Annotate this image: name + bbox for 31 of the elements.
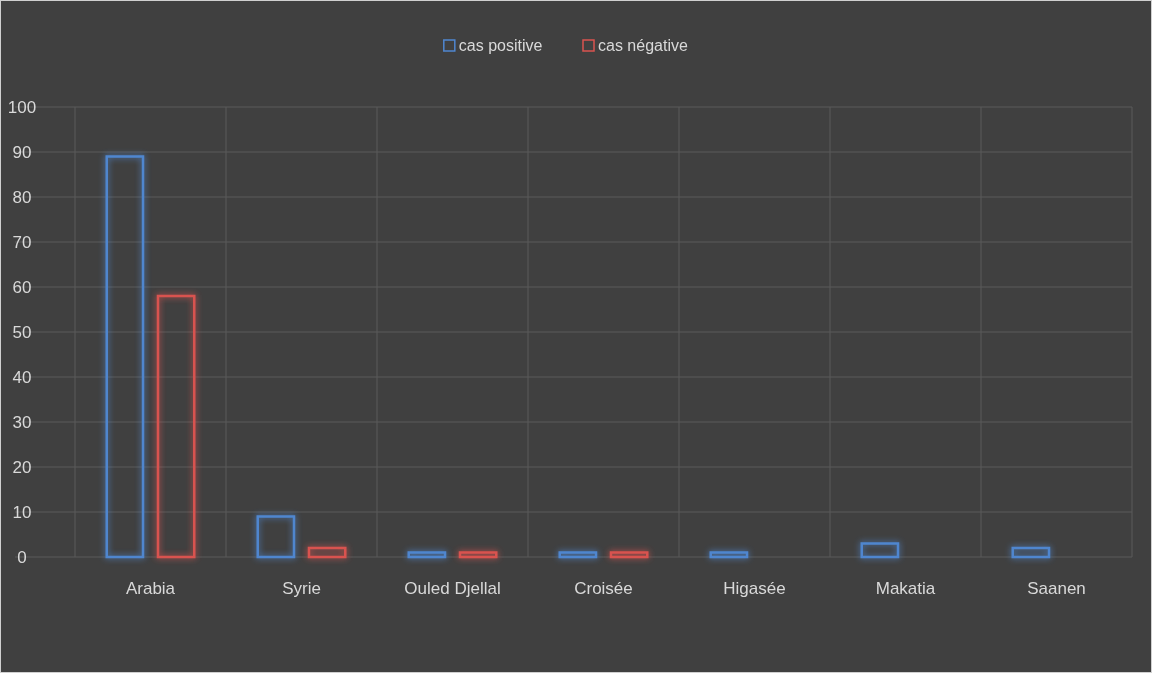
y-tick-label: 60 <box>12 278 32 297</box>
legend-label: cas positive <box>458 37 543 54</box>
y-tick-label: 30 <box>12 413 32 432</box>
legend-label: cas négative <box>598 37 688 54</box>
y-tick-label: 90 <box>12 143 32 162</box>
y-tick-label: 0 <box>17 548 27 567</box>
bar <box>105 155 145 559</box>
bar <box>458 551 498 559</box>
bar <box>307 546 347 559</box>
x-tick-label: Ouled Djellal <box>404 579 501 598</box>
y-tick-label: 100 <box>7 98 37 117</box>
y-tick-label: 10 <box>12 503 32 522</box>
bar <box>609 551 649 559</box>
y-tick-label: 50 <box>12 323 32 342</box>
x-tick-label: Croisée <box>574 579 633 598</box>
x-tick-label: Saanen <box>1027 579 1086 598</box>
x-tick-label: Syrie <box>282 579 321 598</box>
y-tick-label: 80 <box>12 188 32 207</box>
bar <box>156 294 196 559</box>
y-tick-label: 40 <box>12 368 32 387</box>
bar <box>709 551 749 559</box>
x-tick-label: Higasée <box>723 579 786 598</box>
y-tick-label: 70 <box>12 233 32 252</box>
bar <box>407 551 447 559</box>
x-tick-label: Makatia <box>875 579 936 598</box>
x-tick-label: Arabia <box>125 579 176 598</box>
bar <box>860 542 900 559</box>
bar <box>1011 546 1051 559</box>
y-tick-label: 20 <box>12 458 32 477</box>
bar <box>558 551 598 559</box>
bar <box>256 515 296 559</box>
